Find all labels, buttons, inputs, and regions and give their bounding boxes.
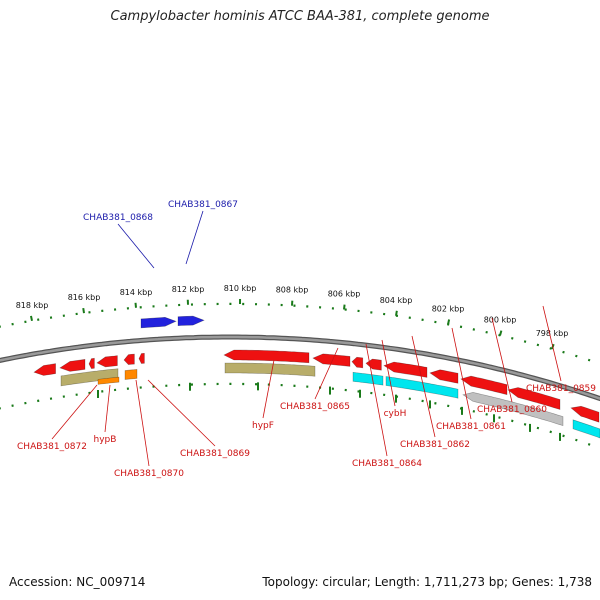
inner-tick (549, 430, 552, 434)
reverse-gene (351, 356, 364, 369)
scale-major-tick (82, 308, 85, 314)
forward-gene-CHAB381_0867 (177, 315, 205, 327)
reverse-gene (138, 352, 145, 364)
scale-major-tick (30, 315, 33, 322)
reverse-label-leader (381, 339, 396, 407)
inner-tick (587, 443, 591, 446)
reverse-label-leader (135, 379, 150, 467)
reverse-label-leader (147, 379, 216, 447)
reverse-label-leader (542, 305, 562, 382)
orange-gene (97, 376, 120, 385)
inner-tick (511, 419, 514, 423)
scale-label: 802 kbp (432, 304, 465, 313)
scale-major-tick (395, 310, 398, 316)
reverse-gene (570, 405, 600, 423)
scale-label: 808 kbp (276, 286, 309, 295)
accession-label: Accession: NC_009714 (9, 575, 146, 589)
scale-tick (587, 358, 591, 362)
scale-label: 818 kbp (16, 301, 49, 310)
reverse-gene-label: CHAB381_0865 (280, 402, 350, 412)
reverse-gene-label: CHAB381_0859 (526, 384, 596, 394)
reverse-gene (59, 359, 86, 372)
scale-label: 810 kbp (224, 284, 257, 293)
reverse-gene-label: CHAB381_0861 (436, 422, 506, 432)
scale-label: 814 kbp (120, 288, 153, 297)
scale-label: 798 kbp (536, 329, 569, 338)
scale-tick (575, 354, 578, 358)
reverse-gene (365, 358, 382, 371)
inner-tick (485, 413, 488, 416)
reverse-gene (460, 375, 508, 395)
forward-label-leader (117, 223, 155, 269)
rna-block (352, 371, 384, 386)
scale-tick (523, 340, 527, 343)
forward-gene-label: CHAB381_0868 (83, 213, 153, 223)
scale-label: 804 kbp (380, 296, 413, 305)
reverse-label-leader (365, 343, 388, 457)
inner-tick (498, 416, 501, 419)
reverse-label-leader (51, 384, 98, 440)
scale-label: 816 kbp (68, 293, 101, 302)
reverse-gene-label: hypF (252, 421, 274, 431)
reverse-gene-label: CHAB381_0864 (352, 459, 422, 469)
reverse-label-leader (451, 327, 472, 420)
reverse-gene-label: CHAB381_0862 (400, 440, 470, 450)
pseudo-block (462, 392, 564, 427)
reverse-gene (88, 357, 95, 369)
reverse-gene (383, 361, 428, 378)
scale-tick (549, 347, 552, 350)
gene-block (224, 362, 316, 377)
scale-major-tick (447, 319, 451, 325)
inner-tick (536, 426, 540, 430)
scale-tick (511, 336, 514, 340)
reverse-gene (96, 355, 118, 368)
reverse-gene-label: CHAB381_0872 (17, 442, 87, 452)
topology-label: Topology: circular; Length: 1,711,273 bp… (262, 575, 592, 589)
reverse-label-leader (411, 335, 436, 438)
genome-backbone (0, 335, 600, 400)
reverse-gene-label: CHAB381_0870 (114, 469, 184, 479)
scale-tick (562, 350, 565, 354)
reverse-gene-label: hypB (94, 435, 117, 445)
scale-tick (536, 343, 540, 347)
reverse-label-leader (262, 359, 275, 419)
forward-label-leader (185, 210, 204, 265)
rna-block (572, 419, 600, 439)
orange-gene (124, 369, 138, 380)
reverse-gene (507, 387, 561, 410)
reverse-gene-label: CHAB381_0869 (180, 449, 250, 459)
inner-tick (575, 438, 578, 442)
reverse-gene-label: CHAB381_0860 (477, 405, 547, 415)
inner-tick (523, 423, 527, 426)
scale-label: 800 kbp (484, 315, 517, 324)
scale-label: 806 kbp (328, 290, 361, 299)
scale-label: 812 kbp (172, 285, 205, 294)
map-title: Campylobacter hominis ATCC BAA-381, comp… (110, 9, 490, 24)
scale-major-tick (499, 330, 503, 336)
reverse-gene-label: cybH (384, 409, 407, 419)
forward-gene-CHAB381_0868 (140, 316, 177, 329)
reverse-label-leader (314, 347, 339, 400)
inner-tick (562, 434, 565, 438)
reverse-gene (312, 353, 351, 367)
reverse-gene (429, 369, 459, 384)
rna-block (385, 376, 459, 399)
scale-major-tick (343, 304, 346, 310)
forward-gene-label: CHAB381_0867 (168, 200, 238, 210)
reverse-gene (33, 363, 56, 376)
reverse-gene (123, 353, 135, 365)
reverse-label-leader (104, 384, 111, 433)
reverse-gene (223, 349, 310, 364)
reverse-label-leader (491, 317, 513, 403)
